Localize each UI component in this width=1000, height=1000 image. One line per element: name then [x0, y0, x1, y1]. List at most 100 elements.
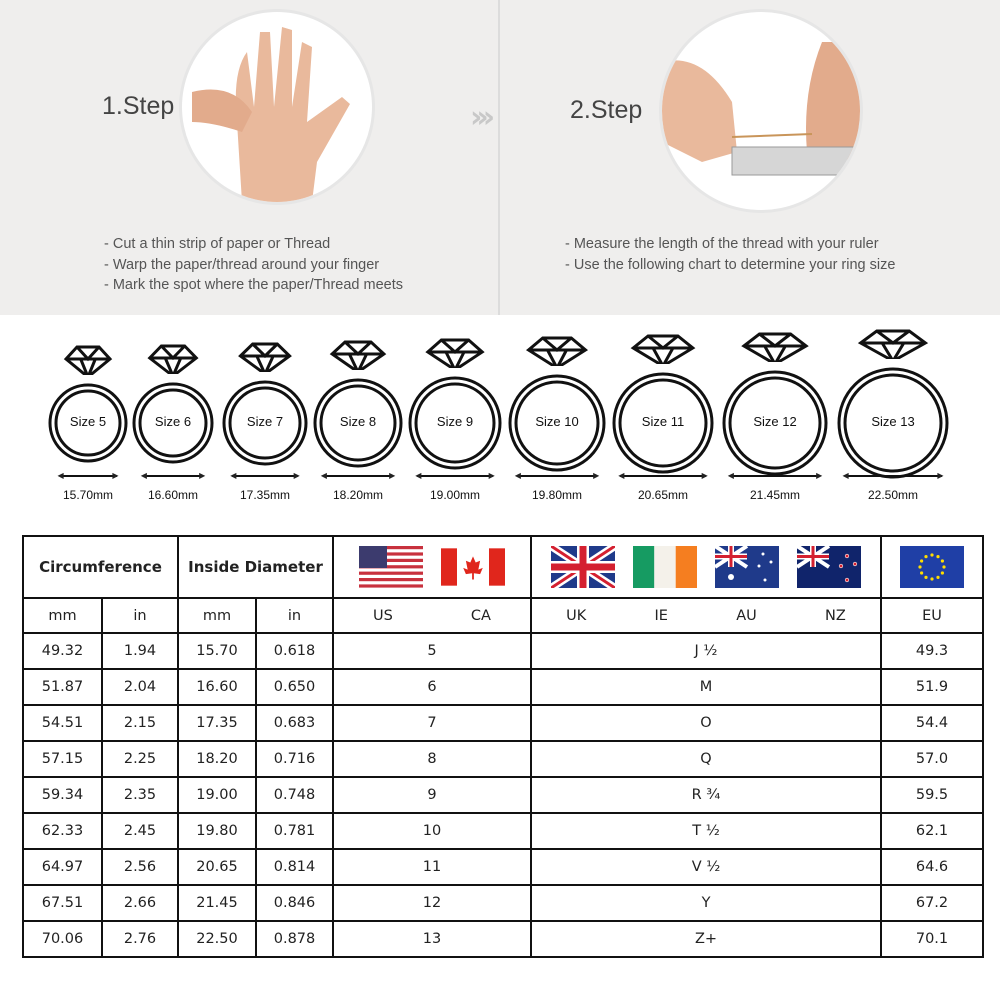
ring-size-11: Size 11: [607, 320, 719, 510]
cell-uk-ie-au-nz-size: J ½: [530, 632, 882, 670]
cell-diameter-mm: 20.65: [177, 848, 257, 886]
cell-circumference-in: 2.76: [101, 920, 179, 958]
instruction-line: - Warp the paper/thread around your fing…: [104, 256, 380, 273]
width-arrow-icon: ◀ ▶: [140, 471, 206, 480]
au-flag-icon: [715, 546, 779, 588]
cell-uk-ie-au-nz-size: R ¾: [530, 776, 882, 814]
subheader-eu: EU: [880, 597, 984, 634]
cell-circumference-in: 2.25: [101, 740, 179, 778]
subheader-diam-in: in: [255, 597, 334, 634]
cell-eu-size: 54.4: [880, 704, 984, 742]
subheader-circ-in: in: [101, 597, 179, 634]
cell-diameter-in: 0.878: [255, 920, 334, 958]
width-arrow-icon: ◀ ▶: [57, 471, 119, 480]
ring-size-label: Size 8: [339, 414, 377, 429]
table-row: 62.33 2.45 19.80 0.781 10 T ½ 62.1: [22, 812, 984, 850]
cell-circumference-mm: 67.51: [22, 884, 103, 922]
cell-us-ca-size: 8: [332, 740, 532, 778]
label-ie: IE: [654, 607, 668, 624]
cell-diameter-in: 0.618: [255, 632, 334, 670]
chevrons-right-icon: ›››: [470, 100, 495, 135]
cell-circumference-in: 2.35: [101, 776, 179, 814]
subheader-us-ca: US CA: [332, 597, 532, 634]
cell-circumference-in: 1.94: [101, 632, 179, 670]
ring-diameter-label: 18.20mm: [332, 488, 384, 502]
cell-eu-size: 67.2: [880, 884, 984, 922]
cell-diameter-mm: 22.50: [177, 920, 257, 958]
cell-diameter-in: 0.748: [255, 776, 334, 814]
width-arrow-icon: ◀ ▶: [514, 471, 600, 480]
ring-size-illustrations: Size 5 ◀ ▶ 15.70mm Size 6 ◀ ▶ 16.60mm Size 7 ◀ ▶…: [0, 320, 1000, 520]
ring-size-label: Size 12: [753, 414, 797, 429]
ring-size-label: Size 5: [69, 414, 107, 429]
subheader-uk-ie-au-nz: UK IE AU NZ: [530, 597, 882, 634]
cell-circumference-in: 2.45: [101, 812, 179, 850]
cell-eu-size: 59.5: [880, 776, 984, 814]
cell-uk-ie-au-nz-size: Y: [530, 884, 882, 922]
cell-eu-size: 49.3: [880, 632, 984, 670]
nz-flag-icon: [797, 546, 861, 588]
cell-diameter-in: 0.683: [255, 704, 334, 742]
table-row: 54.51 2.15 17.35 0.683 7 O 54.4: [22, 704, 984, 742]
ie-flag-icon: [633, 546, 697, 588]
divider: [498, 0, 500, 315]
label-ca: CA: [470, 607, 491, 624]
cell-diameter-in: 0.814: [255, 848, 334, 886]
ring-icon: [508, 336, 606, 472]
cell-eu-size: 57.0: [880, 740, 984, 778]
width-arrow-icon: ◀ ▶: [727, 471, 823, 480]
header-circumference: Circumference: [22, 535, 179, 599]
label-uk: UK: [566, 607, 587, 624]
cell-us-ca-size: 10: [332, 812, 532, 850]
cell-circumference-mm: 64.97: [22, 848, 103, 886]
cell-us-ca-size: 11: [332, 848, 532, 886]
cell-circumference-in: 2.04: [101, 668, 179, 706]
ring-icon: [313, 340, 403, 468]
us-flag-icon: [359, 546, 423, 588]
ring-icon: [132, 344, 214, 464]
label-us: US: [373, 607, 393, 624]
width-arrow-icon: ◀ ▶: [842, 471, 944, 480]
cell-uk-ie-au-nz-size: O: [530, 704, 882, 742]
ring-size-6: Size 6: [127, 320, 219, 510]
cell-us-ca-size: 13: [332, 920, 532, 958]
cell-eu-size: 64.6: [880, 848, 984, 886]
cell-circumference-in: 2.56: [101, 848, 179, 886]
ring-diameter-label: 17.35mm: [239, 488, 291, 502]
header-eu-flag: [880, 535, 984, 599]
ring-icon: [837, 329, 949, 479]
ring-icon: [722, 332, 828, 476]
ca-flag-icon: [441, 548, 505, 586]
cell-diameter-mm: 19.80: [177, 812, 257, 850]
cell-circumference-mm: 54.51: [22, 704, 103, 742]
step2-instructions: - Measure the length of the thread with …: [565, 234, 895, 275]
cell-diameter-mm: 16.60: [177, 668, 257, 706]
ring-size-9: Size 9: [403, 320, 507, 510]
instruction-line: - Mark the spot where the paper/Thread m…: [104, 277, 404, 293]
ring-size-label: Size 13: [871, 414, 915, 429]
cell-us-ca-size: 9: [332, 776, 532, 814]
subheader-circ-mm: mm: [22, 597, 103, 634]
hand-photo-step1: [182, 12, 372, 202]
ring-size-7: Size 7: [217, 320, 313, 510]
cell-eu-size: 62.1: [880, 812, 984, 850]
cell-diameter-mm: 21.45: [177, 884, 257, 922]
table-row: 49.32 1.94 15.70 0.618 5 J ½ 49.3: [22, 632, 984, 670]
table-row: 70.06 2.76 22.50 0.878 13 Z+ 70.1: [22, 920, 984, 958]
ring-size-12: Size 12: [717, 320, 833, 510]
ring-size-table: Circumference Inside Diameter mm in mm i…: [22, 535, 984, 958]
ring-icon: [612, 334, 714, 474]
header-us-ca-flags: [332, 535, 532, 599]
cell-eu-size: 70.1: [880, 920, 984, 958]
instruction-line: - Use the following chart to determine y…: [565, 256, 896, 273]
table-row: 51.87 2.04 16.60 0.650 6 M 51.9: [22, 668, 984, 706]
instruction-line: - Measure the length of the thread with …: [565, 236, 879, 252]
cell-circumference-mm: 70.06: [22, 920, 103, 958]
cell-diameter-mm: 17.35: [177, 704, 257, 742]
cell-circumference-mm: 51.87: [22, 668, 103, 706]
cell-uk-ie-au-nz-size: V ½: [530, 848, 882, 886]
ring-size-label: Size 9: [436, 414, 474, 429]
subheader-diam-mm: mm: [177, 597, 257, 634]
step1-title: 1.Step: [102, 92, 175, 120]
cell-diameter-in: 0.716: [255, 740, 334, 778]
